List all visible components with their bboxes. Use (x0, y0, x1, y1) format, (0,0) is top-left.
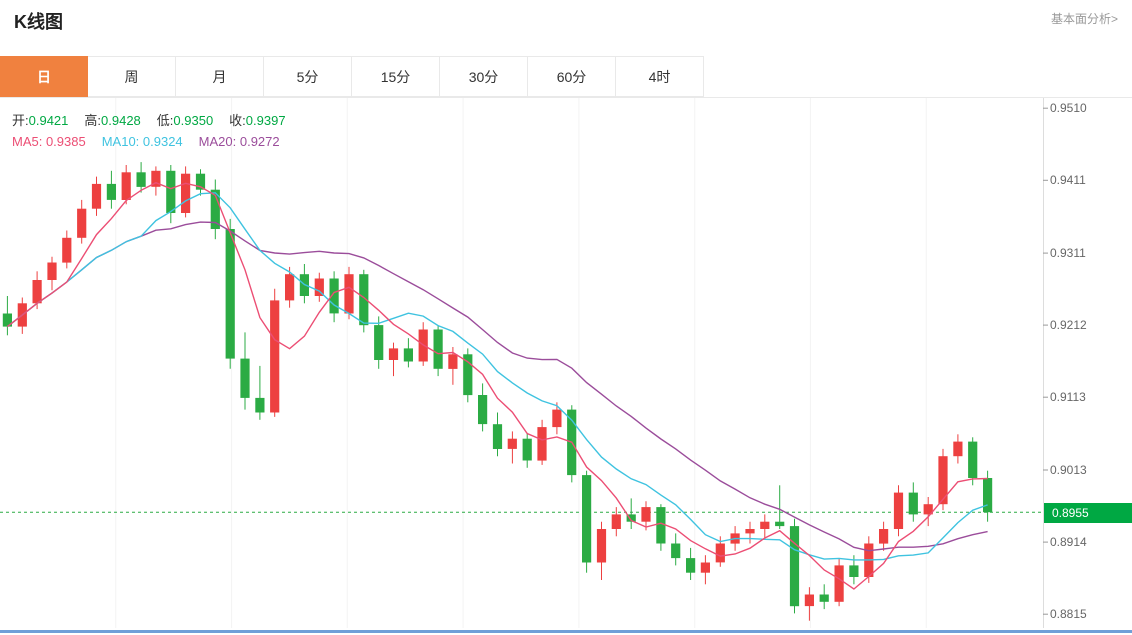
tab-15分[interactable]: 15分 (352, 56, 440, 97)
ma-legend: MA5: 0.9385 MA10: 0.9324 MA20: 0.9272 (12, 134, 296, 149)
tab-bar: 日周月 5分 15分 30分 60分 4时 (0, 56, 1132, 98)
y-axis-tick: 0.9510 (1050, 101, 1087, 116)
ohlc-item: 开:0.9421 (12, 113, 69, 128)
tab-4时[interactable]: 4时 (616, 56, 704, 97)
tab-周[interactable]: 周 (88, 56, 176, 97)
tab-60分[interactable]: 60分 (528, 56, 616, 97)
y-axis-tick: 0.9013 (1050, 463, 1087, 478)
tab-日[interactable]: 日 (0, 56, 88, 97)
ohlc-item: 高:0.9428 (84, 113, 141, 128)
current-price-badge: 0.8955 (1044, 503, 1132, 524)
ohlc-legend: 开:0.9421 高:0.9428 低:0.9350 收:0.9397 (12, 110, 302, 129)
y-axis-tick: 0.9212 (1050, 318, 1087, 333)
y-axis-tick: 0.9113 (1050, 390, 1086, 405)
y-axis-tick: 0.9411 (1050, 173, 1086, 188)
ma-legend-item: MA10: 0.9324 (101, 134, 183, 149)
y-axis-tick: 0.9311 (1050, 246, 1086, 261)
y-axis-tick: 0.8914 (1050, 535, 1087, 550)
ohlc-item: 低:0.9350 (156, 113, 214, 128)
kline-svg (0, 98, 1048, 628)
ohlc-item: 收:0.9397 (229, 113, 286, 128)
ma-legend-item: MA20: 0.9272 (198, 134, 280, 149)
y-axis-tick: 0.8815 (1050, 607, 1087, 622)
page-title: K线图 (14, 12, 63, 32)
tab-30分[interactable]: 30分 (440, 56, 528, 97)
chart-header: K线图 基本面分析> (0, 0, 1132, 50)
fundamental-analysis-link[interactable]: 基本面分析> (1050, 12, 1118, 26)
x-axis-line (0, 630, 1132, 633)
ma-legend-item: MA5: 0.9385 (12, 134, 86, 149)
tab-5分[interactable]: 5分 (264, 56, 352, 97)
kline-chart[interactable]: 开:0.9421 高:0.9428 低:0.9350 收:0.9397 MA5: 0.… (0, 98, 1132, 633)
tab-月[interactable]: 月 (176, 56, 264, 97)
